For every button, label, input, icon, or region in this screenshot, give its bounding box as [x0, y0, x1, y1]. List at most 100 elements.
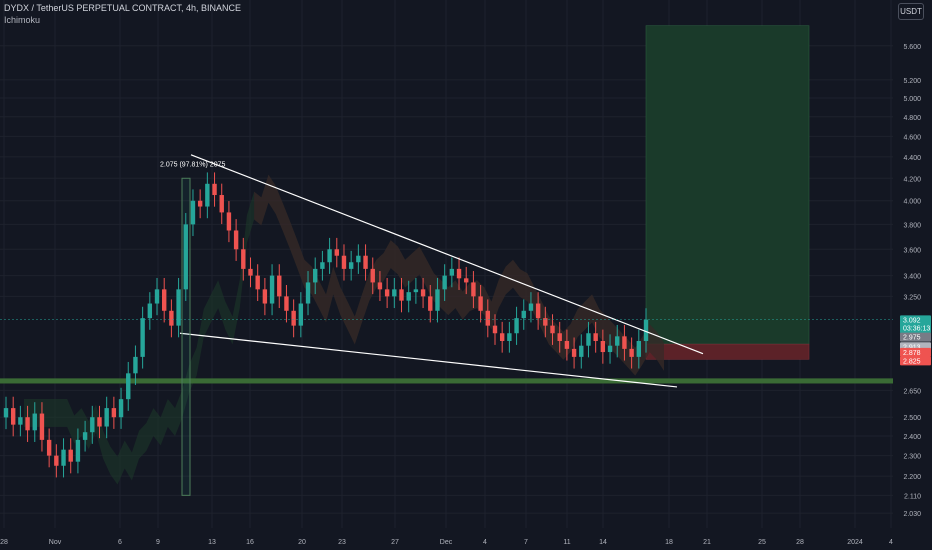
- candle: [32, 413, 37, 431]
- candle: [348, 262, 354, 269]
- candle: [46, 439, 52, 456]
- candle: [550, 325, 555, 334]
- x-tick-label: 25: [758, 539, 766, 546]
- candle: [97, 417, 102, 427]
- candle: [607, 345, 613, 353]
- x-tick-label: 4: [483, 539, 487, 546]
- candle: [334, 249, 339, 256]
- x-tick-label: 14: [599, 539, 607, 546]
- candle: [636, 340, 642, 357]
- candle: [413, 289, 419, 293]
- candle: [320, 262, 325, 269]
- ichimoku-cloud-bearish: [254, 174, 664, 376]
- candle: [205, 183, 210, 207]
- y-tick-label: 4.800: [903, 115, 921, 122]
- x-tick-label: 16: [246, 539, 254, 546]
- candle: [464, 278, 469, 283]
- candle: [291, 310, 296, 326]
- candle: [68, 449, 73, 462]
- y-tick-label: 5.200: [903, 78, 921, 85]
- price-range-measure[interactable]: [181, 177, 191, 496]
- y-tick-label: 2.300: [903, 454, 921, 461]
- x-tick-label: 23: [338, 539, 346, 546]
- candle: [392, 289, 397, 297]
- candle: [586, 333, 591, 346]
- candle: [471, 282, 476, 297]
- candle: [399, 289, 404, 301]
- candle: [90, 417, 95, 433]
- candle: [39, 413, 45, 440]
- candle: [615, 336, 620, 346]
- candle: [212, 183, 217, 196]
- stop-zone[interactable]: [645, 343, 810, 360]
- y-tick-label: 3.250: [903, 294, 921, 301]
- x-tick-label: 27: [391, 539, 399, 546]
- measure-label: 2.075 (97.81%) 2075: [160, 161, 225, 168]
- wedge-upper-trendline[interactable]: [190, 154, 704, 355]
- price-axis-label-text: 3.092: [903, 317, 921, 324]
- x-tick-label: Dec: [440, 539, 453, 546]
- x-tick-label: 18: [665, 539, 673, 546]
- candle: [341, 255, 347, 269]
- candle: [356, 255, 361, 263]
- candle: [248, 268, 253, 276]
- y-tick-label: 2.400: [903, 434, 921, 441]
- candle: [197, 200, 203, 207]
- candle: [162, 289, 167, 311]
- y-tick-label: 2.500: [903, 415, 921, 422]
- candle: [514, 318, 519, 334]
- candle: [233, 230, 239, 250]
- candle: [571, 348, 577, 357]
- y-tick-label: 3.400: [903, 274, 921, 281]
- candle: [485, 310, 490, 326]
- x-tick-label: 9: [156, 539, 160, 546]
- candle: [593, 333, 598, 341]
- candle: [10, 408, 16, 425]
- candle: [528, 303, 534, 311]
- candle: [111, 408, 117, 418]
- x-tick-label: 20: [298, 539, 306, 546]
- ichimoku-cloud: [24, 174, 664, 485]
- candle: [126, 373, 131, 400]
- candle: [183, 224, 188, 290]
- candle: [54, 455, 59, 466]
- target-zone[interactable]: [645, 25, 810, 345]
- price-axis-label: [900, 347, 931, 357]
- x-tick-label: 13: [208, 539, 216, 546]
- candle: [406, 292, 411, 301]
- candle: [3, 408, 9, 418]
- candle: [363, 255, 368, 269]
- price-axis-label-text: 2.878: [903, 350, 921, 357]
- y-tick-label: 4.000: [903, 199, 921, 206]
- candle: [176, 289, 181, 326]
- price-axis-label: [900, 332, 931, 342]
- candle: [449, 268, 455, 276]
- symbol-title[interactable]: DYDX / TetherUS PERPETUAL CONTRACT, 4h, …: [4, 3, 242, 13]
- candle: [269, 275, 275, 304]
- y-tick-label: 2.110: [904, 493, 921, 500]
- price-axis-label-text: 2.913: [903, 344, 921, 351]
- candle: [643, 319, 649, 341]
- support-zone[interactable]: [0, 378, 893, 384]
- x-tick-label: 21: [703, 539, 711, 546]
- candle: [499, 333, 505, 341]
- price-axis-countdown: 03:36:13: [903, 325, 930, 332]
- candle: [492, 325, 498, 334]
- candle: [82, 432, 88, 440]
- wedge-lower-trendline[interactable]: [179, 332, 678, 388]
- candle: [629, 348, 634, 357]
- indicator-label[interactable]: Ichimoku: [4, 15, 41, 25]
- candle: [420, 289, 426, 297]
- candle: [25, 417, 30, 431]
- candle: [18, 417, 23, 425]
- y-tick-label: 4.400: [903, 155, 921, 162]
- x-tick-label: 11: [563, 539, 570, 546]
- x-tick-label: 28: [0, 539, 8, 546]
- candle: [277, 275, 282, 297]
- candle: [557, 333, 562, 341]
- y-tick-label: 4.600: [903, 134, 921, 141]
- candle: [262, 289, 268, 304]
- candle: [579, 345, 584, 357]
- currency-button[interactable]: USDT: [898, 3, 924, 20]
